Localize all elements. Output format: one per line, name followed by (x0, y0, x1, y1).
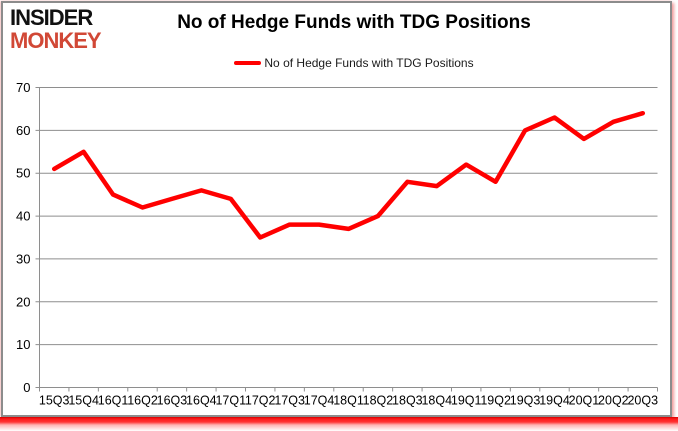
svg-text:20: 20 (16, 294, 30, 309)
svg-text:19Q2: 19Q2 (480, 394, 511, 408)
logo-monkey-text: MONKEY (10, 28, 102, 53)
insider-monkey-logo: INSIDER MONKEY (10, 5, 102, 53)
svg-text:20Q1: 20Q1 (569, 394, 600, 408)
bottom-red-bar (0, 417, 678, 431)
legend-line-icon (234, 60, 262, 66)
svg-text:10: 10 (16, 337, 30, 352)
svg-text:70: 70 (16, 80, 30, 95)
svg-text:19Q4: 19Q4 (539, 394, 570, 408)
svg-text:40: 40 (16, 209, 30, 224)
svg-text:18Q2: 18Q2 (363, 394, 394, 408)
svg-text:16Q3: 16Q3 (157, 394, 188, 408)
svg-text:19Q3: 19Q3 (510, 394, 541, 408)
chart-panel (1, 1, 672, 417)
svg-text:17Q1: 17Q1 (215, 394, 246, 408)
svg-text:30: 30 (16, 251, 30, 266)
svg-text:16Q4: 16Q4 (186, 394, 217, 408)
svg-text:15Q4: 15Q4 (68, 394, 99, 408)
svg-text:16Q1: 16Q1 (98, 394, 129, 408)
svg-text:17Q3: 17Q3 (274, 394, 305, 408)
chart-title: No of Hedge Funds with TDG Positions (177, 12, 531, 33)
svg-text:17Q2: 17Q2 (245, 394, 276, 408)
svg-text:50: 50 (16, 166, 30, 181)
svg-text:17Q4: 17Q4 (304, 394, 335, 408)
legend-label: No of Hedge Funds with TDG Positions (264, 56, 474, 70)
svg-text:20Q2: 20Q2 (598, 394, 629, 408)
svg-text:18Q1: 18Q1 (333, 394, 364, 408)
svg-text:20Q3: 20Q3 (627, 394, 658, 408)
svg-text:18Q3: 18Q3 (392, 394, 423, 408)
legend: No of Hedge Funds with TDG Positions (40, 56, 668, 70)
svg-text:18Q4: 18Q4 (421, 394, 452, 408)
svg-text:15Q3: 15Q3 (39, 394, 70, 408)
line-chart-svg: 01020304050607015Q315Q416Q116Q216Q316Q41… (16, 80, 658, 408)
svg-text:16Q2: 16Q2 (127, 394, 158, 408)
logo-insider-text: INSIDER (10, 5, 93, 30)
svg-text:60: 60 (16, 123, 30, 138)
svg-text:0: 0 (23, 380, 30, 395)
svg-text:19Q1: 19Q1 (451, 394, 482, 408)
